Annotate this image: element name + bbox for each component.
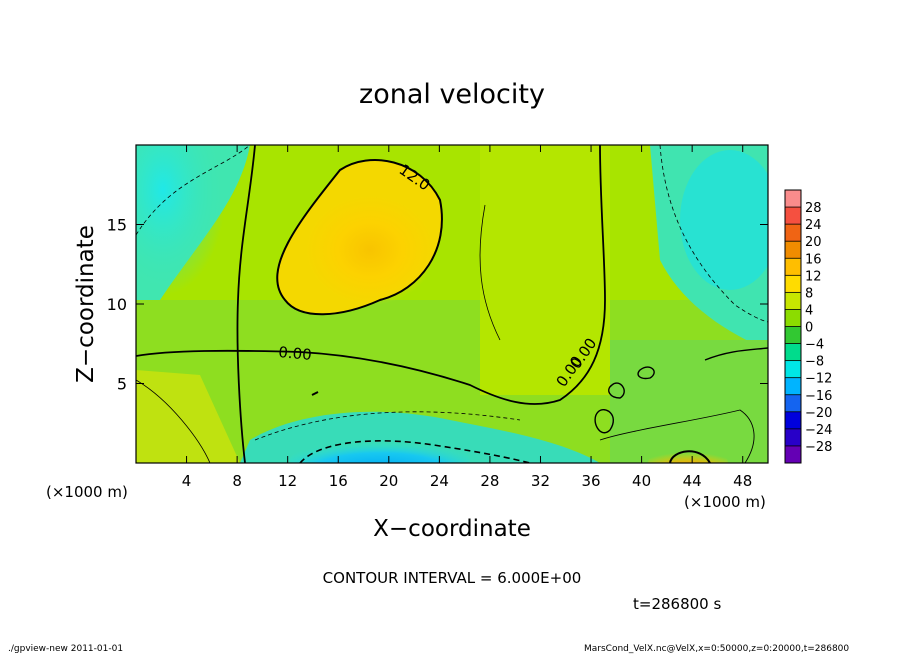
colorbar-swatch bbox=[785, 275, 801, 293]
colorbar-label: 16 bbox=[805, 252, 822, 267]
x-tick-label: 4 bbox=[182, 472, 192, 490]
time-label: t=286800 s bbox=[633, 595, 721, 613]
colorbar-swatch bbox=[785, 445, 801, 464]
x-tick-label: 48 bbox=[733, 472, 752, 490]
colorbar-swatch bbox=[785, 343, 801, 362]
colorbar-swatch bbox=[785, 292, 801, 310]
y-axis-label: Z−coordinate bbox=[73, 225, 99, 383]
colorbar-swatch bbox=[785, 309, 801, 327]
x-tick-label: 28 bbox=[480, 472, 499, 490]
colorbar-label: −4 bbox=[805, 338, 824, 353]
colorbar-swatch bbox=[785, 207, 801, 225]
x-tick-label: 8 bbox=[232, 472, 242, 490]
x-unit-left: (×1000 m) bbox=[46, 483, 128, 501]
contour-label: 0.00 bbox=[278, 343, 313, 364]
y-tick-label: 5 bbox=[117, 375, 127, 394]
colorbar-label: 0 bbox=[805, 321, 813, 336]
colorbar: 28 24 20 16 12 8 4 0 −4 −8 −12 −16 −20 −24 −28 bbox=[784, 189, 832, 464]
x-tick-label: 36 bbox=[581, 472, 600, 490]
x-tick-label: 12 bbox=[278, 472, 297, 490]
x-axis: 4 8 12 16 20 24 28 32 36 40 44 48 bbox=[182, 145, 752, 490]
y-axis: 5 10 15 bbox=[107, 216, 768, 394]
colorbar-swatch bbox=[785, 428, 801, 447]
contour-interval: CONTOUR INTERVAL = 6.000E+00 bbox=[323, 569, 582, 587]
x-tick-label: 44 bbox=[683, 472, 702, 490]
colorbar-label: 28 bbox=[805, 201, 822, 216]
colorbar-swatch bbox=[785, 326, 801, 345]
y-tick-label: 15 bbox=[107, 216, 127, 235]
x-axis-label: X−coordinate bbox=[373, 516, 531, 542]
x-tick-label: 16 bbox=[329, 472, 348, 490]
colorbar-label: 20 bbox=[805, 235, 822, 250]
y-tick-label: 10 bbox=[107, 295, 127, 314]
colorbar-swatch bbox=[785, 360, 801, 379]
colorbar-swatch bbox=[785, 224, 801, 242]
colorbar-label: 4 bbox=[805, 303, 813, 318]
colorbar-label: 24 bbox=[805, 218, 822, 233]
colorbar-label: −16 bbox=[805, 389, 832, 404]
footer-left: ./gpview-new 2011-01-01 bbox=[8, 644, 123, 654]
colorbar-label: −20 bbox=[805, 406, 832, 421]
chart-title: zonal velocity bbox=[359, 79, 545, 110]
colorbar-swatch bbox=[785, 241, 801, 259]
colorbar-swatch bbox=[785, 394, 801, 413]
colorbar-label: 8 bbox=[805, 286, 813, 301]
colorbar-swatch bbox=[785, 411, 801, 430]
colorbar-swatch bbox=[785, 258, 801, 276]
colorbar-label: 12 bbox=[805, 269, 822, 284]
colorbar-swatch bbox=[785, 190, 801, 208]
x-unit-right: (×1000 m) bbox=[684, 493, 766, 511]
footer-right: MarsCond_VelX.nc@VelX,x=0:50000,z=0:2000… bbox=[584, 644, 849, 654]
plot-area bbox=[136, 145, 768, 463]
contour-lines bbox=[136, 145, 768, 463]
colorbar-label: −24 bbox=[805, 423, 832, 438]
colorbar-swatch bbox=[785, 377, 801, 396]
x-tick-label: 40 bbox=[632, 472, 651, 490]
colorbar-label: −8 bbox=[805, 355, 824, 370]
x-tick-label: 24 bbox=[430, 472, 449, 490]
colorbar-label: −28 bbox=[805, 440, 832, 455]
x-tick-label: 32 bbox=[531, 472, 550, 490]
x-tick-label: 20 bbox=[379, 472, 398, 490]
colorbar-label: −12 bbox=[805, 372, 832, 387]
